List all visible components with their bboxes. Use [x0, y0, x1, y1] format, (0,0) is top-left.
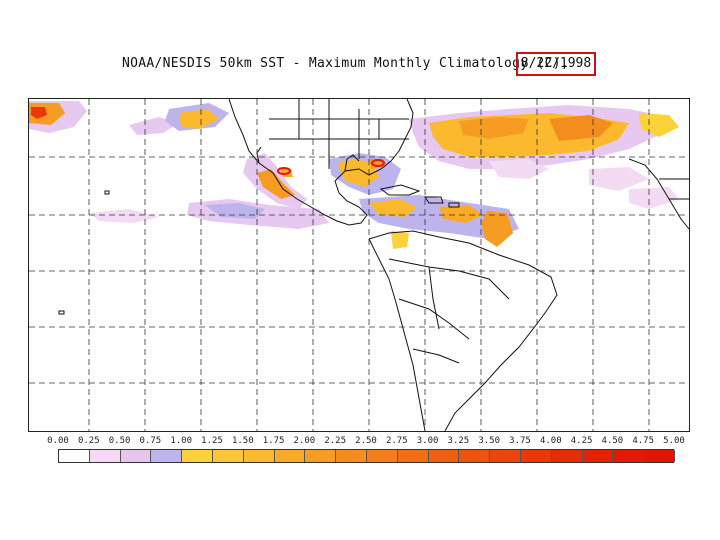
legend-tick-label: 0.25: [77, 436, 100, 446]
legend-tick-label: 3.75: [509, 436, 531, 446]
legend-swatch: [336, 450, 367, 462]
legend-swatch: [644, 450, 675, 462]
map-title: NOAA/NESDIS 50km SST - Maximum Monthly C…: [122, 56, 569, 71]
legend-tick-label: 2.00: [293, 436, 316, 446]
title-row: NOAA/NESDIS 50km SST - Maximum Monthly C…: [0, 52, 720, 76]
legend-swatch: [59, 450, 90, 462]
color-legend: 0.00 0.25 0.50 0.75 1.00 1.25 1.50 1.75 2.00 2.25…: [47, 436, 685, 468]
legend-swatch: [274, 450, 306, 462]
legend-tick-label: 0.75: [139, 436, 162, 446]
legend-tick-label: 1.25: [201, 436, 223, 446]
legend-swatch: [243, 450, 275, 462]
legend-swatch: [459, 450, 491, 462]
legend-tick-label: 1.50: [231, 436, 254, 446]
legend-swatch: [551, 450, 583, 462]
legend-swatch: [120, 450, 152, 462]
sst-anomaly-map: [28, 98, 690, 432]
legend-swatch: [151, 450, 183, 462]
legend-tick-label: 4.50: [601, 436, 624, 446]
legend-tick-label: 4.25: [570, 436, 593, 446]
legend-bar: [58, 449, 675, 463]
legend-swatch: [613, 450, 645, 462]
legend-swatch: [490, 450, 521, 462]
legend-swatch: [582, 450, 614, 462]
legend-swatch: [428, 450, 460, 462]
legend-swatch: [89, 450, 121, 462]
legend-tick-label: 3.50: [478, 436, 501, 446]
legend-tick-label: 1.00: [170, 436, 193, 446]
legend-swatch: [213, 450, 244, 462]
map-canvas: [29, 99, 689, 431]
legend-tick-label: 0.50: [108, 436, 131, 446]
legend-tick-label: 5.00: [663, 436, 685, 446]
legend-tick-label: 4.00: [539, 436, 562, 446]
legend-tick-label: 3.00: [416, 436, 439, 446]
graticule: [29, 99, 689, 431]
legend-tick-label: 1.75: [262, 436, 285, 446]
legend-swatch: [397, 450, 429, 462]
legend-swatch: [521, 450, 552, 462]
legend-swatch: [305, 450, 337, 462]
legend-tick-label: 3.25: [447, 436, 470, 446]
sst-shading: [29, 101, 679, 249]
legend-tick-label: 0.00: [47, 436, 69, 446]
legend-swatch: [182, 450, 213, 462]
legend-swatch: [367, 450, 398, 462]
legend-tick-label: 2.75: [385, 436, 408, 446]
legend-tick-label: 4.75: [632, 436, 655, 446]
legend-tick-label: 2.25: [324, 436, 347, 446]
legend-tick-label: 2.50: [355, 436, 377, 446]
title-date-highlight: 8/22/1998: [516, 52, 596, 76]
